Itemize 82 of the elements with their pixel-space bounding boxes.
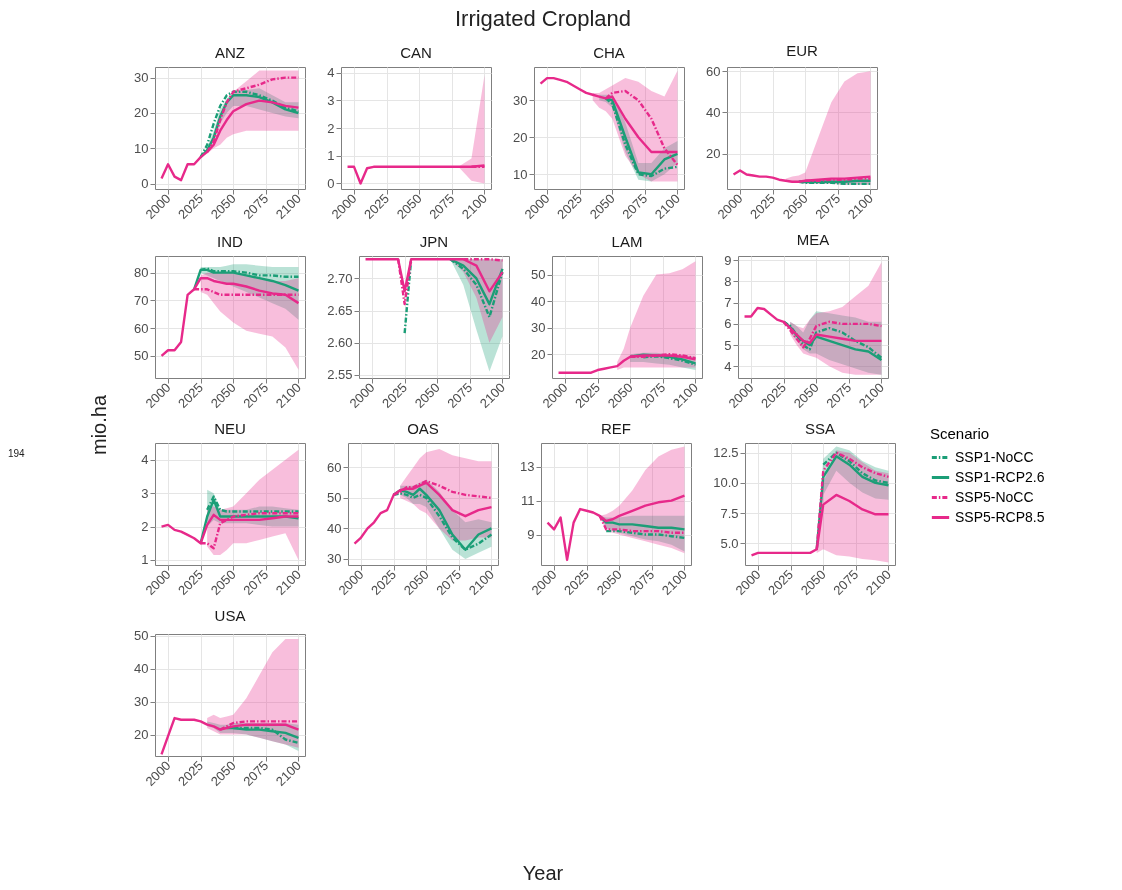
legend-label: SSP1-NoCC [955,448,1034,465]
y-tick-label: 30 [531,320,546,336]
line-series [160,716,300,756]
line-series [605,529,686,540]
legend-label: SSP5-RCP8.5 [955,508,1045,525]
y-tick-label: 80 [134,265,149,281]
y-tick-label: 2.60 [327,335,353,351]
y-tick-label: 60 [327,459,342,475]
y-tick-label: 20 [706,146,721,162]
line-series [160,276,300,358]
y-tick-label: 30 [327,551,342,567]
y-tick-label: 60 [134,320,149,336]
chart-title: IND [217,233,244,250]
y-tick-label: 7 [724,295,732,311]
y-tick-label: 40 [134,661,149,677]
y-tick-label: 3 [327,92,335,108]
y-tick-label: 50 [327,490,342,506]
y-tick-label: 50 [134,348,149,364]
y-tick-label: 60 [706,63,721,79]
y-tick-label: 2 [327,120,335,136]
chart-title: LAM [611,233,643,250]
y-tick-label: 2.65 [327,303,353,319]
text: Year [521,862,565,885]
chart-title: CHA [593,44,625,61]
legend-label: SSP5-NoCC [955,488,1034,505]
y-tick-label: 20 [134,727,149,743]
y-tick-label: 13 [520,459,535,475]
y-tick-label: 2.70 [327,270,353,286]
y-tick-label: 12.5 [713,445,739,461]
y-tick-label: 70 [134,292,149,308]
line-series [546,494,686,562]
y-tick-label: 8 [724,273,732,289]
y-tick-label: 2 [141,519,149,535]
y-tick-label: 10.0 [713,475,739,491]
y-tick-label: 50 [531,267,546,283]
chart-title: JPN [419,233,449,250]
y-tick-label: 50 [134,628,149,644]
y-tick-label: 6 [724,316,732,332]
chart-title: SSA [804,420,836,437]
y-tick-label: 9 [724,252,732,268]
legend-title: Scenario [930,425,990,442]
y-tick-label: 5 [724,337,732,353]
y-tick-label: 4 [327,65,335,81]
y-tick-label: 40 [531,293,546,309]
y-tick-label: 0 [141,176,149,192]
y-tick-label: 2.55 [327,367,353,383]
y-tick-label: 30 [134,694,149,710]
y-tick-label: 0 [327,175,335,191]
chart-title: NEU [214,420,246,437]
text: mio.ha [88,394,111,455]
y-tick-label: 7.5 [720,505,739,521]
y-tick-label: 9 [527,527,535,542]
text: 194 [8,448,25,459]
y-tick-label: 4 [724,358,732,374]
y-tick-label: 4 [141,452,149,468]
y-tick-label: 40 [706,104,721,120]
y-tick-label: 10 [513,166,528,182]
legend-label: SSP1-RCP2.6 [955,468,1045,485]
chart-title: OAS [407,420,439,437]
y-tick-label: 1 [141,552,149,568]
line-series [192,268,300,292]
chart-title: MEA [796,231,830,249]
y-tick-label: 3 [141,485,149,501]
chart-title: REF [601,420,631,437]
chart-title: EUR [786,42,818,60]
y-tick-label: 30 [513,92,528,108]
y-tick-label: 11 [521,493,535,509]
y-tick-label: 30 [134,70,149,86]
y-tick-label: 10 [134,140,149,156]
y-tick-label: 20 [134,105,149,121]
chart-title: CAN [400,43,432,61]
y-tick-label: 20 [531,346,546,362]
line-series [160,513,300,545]
y-tick-label: 40 [327,520,342,536]
y-tick-label: 5.0 [720,535,739,551]
y-tick-label: 1 [327,148,335,164]
chart-title: USA [214,606,246,624]
y-tick-label: 20 [513,129,528,145]
text: Irrigated Cropland [453,6,633,32]
line-series [353,481,493,545]
chart-title: ANZ [215,44,245,61]
line-series [743,306,883,345]
